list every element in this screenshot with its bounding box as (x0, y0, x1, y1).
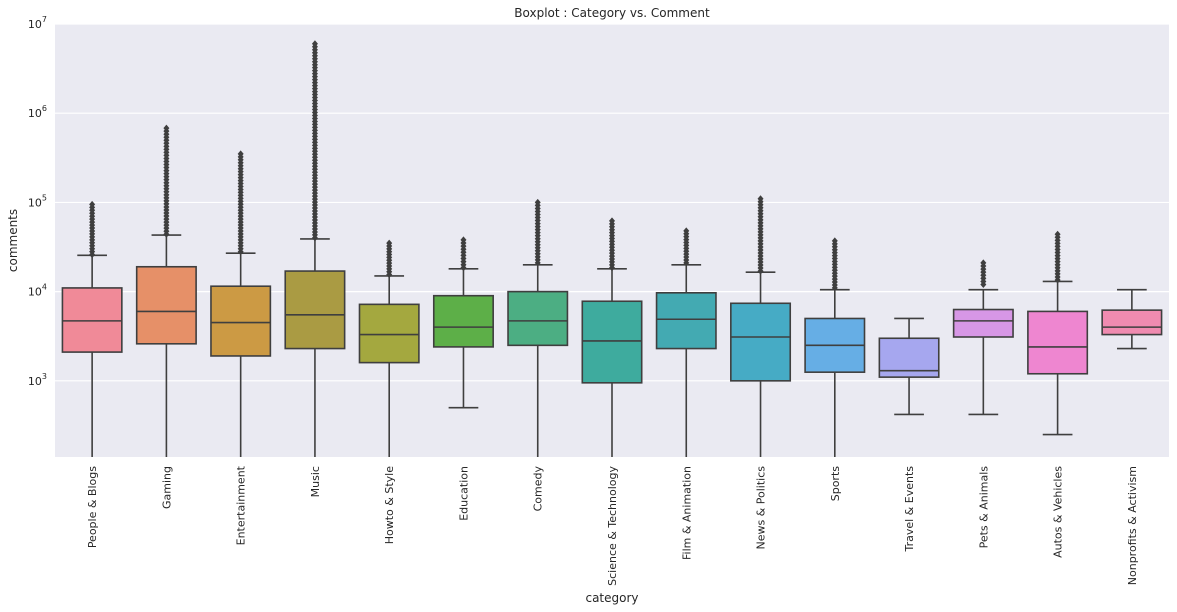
x-tick-label: Pets & Animals (977, 466, 990, 549)
chart-title: Boxplot : Category vs. Comment (514, 6, 710, 20)
box (432, 294, 494, 348)
outlier-point (980, 259, 987, 267)
outlier-point (460, 236, 467, 244)
box-group (507, 198, 569, 457)
box-group (655, 227, 717, 457)
x-tick-label: Gaming (160, 466, 173, 509)
box-group (284, 40, 346, 457)
outlier-point (237, 150, 244, 158)
x-tick-label: People & Blogs (86, 466, 99, 548)
box (1101, 309, 1163, 336)
x-tick-label: Sports (829, 466, 842, 502)
x-tick-label: Travel & Events (903, 466, 916, 553)
box-group (135, 124, 197, 457)
x-axis-label: category (585, 591, 638, 605)
x-tick-label: Science & Technology (606, 466, 619, 586)
boxes-layer (61, 40, 1163, 457)
box-group (432, 236, 494, 409)
box-group (1101, 288, 1163, 350)
y-tick-label: 104 (28, 283, 47, 299)
box (655, 292, 717, 350)
box (730, 302, 792, 382)
outlier-point (311, 40, 318, 48)
box-group (1027, 230, 1089, 436)
box (952, 308, 1014, 338)
y-tick-label: 105 (28, 193, 47, 209)
box-group (804, 237, 866, 457)
outlier-point (1054, 230, 1061, 238)
outlier-point (89, 200, 96, 208)
y-tick-label: 103 (28, 372, 47, 388)
box (358, 303, 420, 364)
outlier-point (609, 217, 615, 225)
x-tick-label: Autos & Vehicles (1052, 466, 1065, 558)
box (284, 270, 346, 350)
y-tick-labels: 103 104 105 106 107 (28, 15, 47, 388)
x-tick-label: Entertainment (235, 465, 248, 545)
outlier-point (534, 198, 541, 206)
outlier-point (386, 239, 393, 247)
x-tick-label: News & Politics (755, 466, 768, 550)
box-group (581, 217, 643, 457)
outlier-point (163, 124, 170, 132)
x-tick-label: Music (309, 466, 322, 497)
x-tick-label: Nonprofits & Activism (1126, 466, 1139, 585)
box-group (878, 317, 940, 416)
x-tick-label: Film & Animation (680, 466, 693, 560)
box-group (61, 200, 123, 457)
box (135, 265, 197, 345)
box-group (952, 259, 1014, 416)
x-tick-labels: People & Blogs Gaming Entertainment Music Ho… (86, 465, 1139, 586)
y-tick-label: 106 (28, 104, 47, 120)
box-group (210, 150, 272, 457)
x-tick-label: Howto & Style (383, 466, 396, 544)
outlier-point (683, 227, 690, 235)
box (210, 285, 272, 357)
outlier-point (831, 237, 838, 245)
box-group (358, 239, 420, 457)
y-tick-label: 107 (28, 15, 47, 31)
outlier-point (757, 195, 764, 203)
box (507, 290, 569, 347)
box-group (730, 195, 792, 457)
box (1027, 310, 1089, 375)
box (581, 300, 643, 384)
x-tick-label: Education (457, 466, 470, 521)
y-axis-label: comments (6, 209, 20, 272)
box (61, 287, 123, 353)
x-tick-label: Comedy (532, 466, 545, 512)
